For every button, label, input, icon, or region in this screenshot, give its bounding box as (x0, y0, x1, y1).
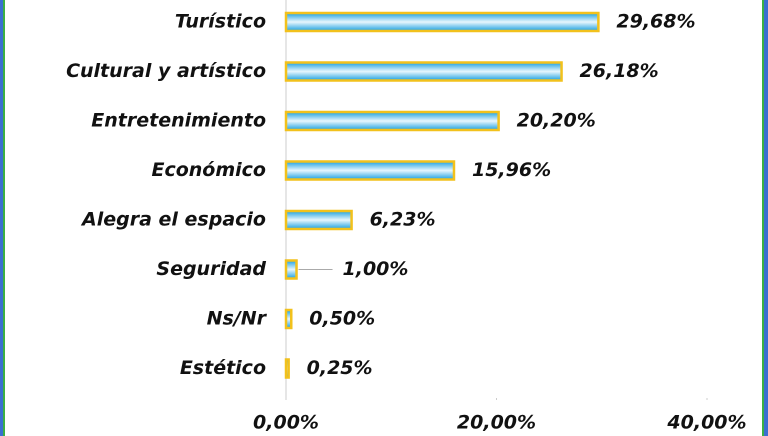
category-label: Seguridad (156, 258, 266, 280)
bar (284, 110, 500, 132)
value-label: 1,00% (343, 258, 409, 280)
border (0, 0, 3, 436)
value-label: 0,25% (307, 357, 373, 379)
category-label: Entretenimiento (91, 110, 266, 132)
value-label: 29,68% (616, 11, 695, 33)
category-label: Turístico (175, 11, 266, 33)
border (762, 0, 764, 436)
bar (284, 259, 298, 280)
bar (284, 61, 563, 82)
category-label: Estético (180, 357, 266, 379)
border (3, 0, 5, 436)
border (764, 0, 768, 436)
bar (284, 358, 290, 379)
category-label: Ns/Nr (207, 308, 268, 330)
value-label: 26,18% (580, 60, 659, 82)
x-tick-label: 0,00% (253, 412, 319, 434)
value-label: 0,50% (309, 308, 375, 330)
bar (284, 160, 456, 181)
category-label: Alegra el espacio (80, 209, 266, 231)
bar (284, 209, 353, 231)
value-label: 20,20% (517, 110, 596, 132)
bar (284, 308, 293, 330)
value-label: 15,96% (472, 159, 551, 181)
value-label: 6,23% (370, 209, 436, 231)
x-tick-label: 20,00% (457, 412, 536, 434)
category-label: Económico (151, 159, 266, 181)
x-tick-label: 40,00% (666, 412, 746, 434)
bar (284, 11, 600, 33)
category-label: Cultural y artístico (66, 60, 266, 82)
